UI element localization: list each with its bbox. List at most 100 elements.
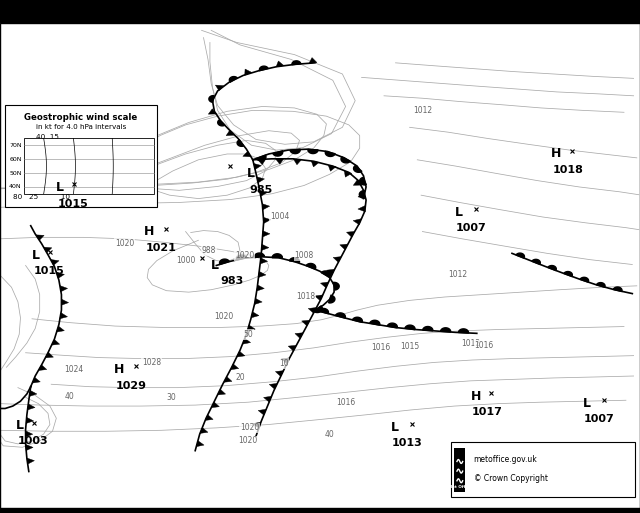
Text: L: L: [32, 249, 40, 262]
Polygon shape: [405, 325, 415, 330]
Polygon shape: [211, 402, 220, 408]
Text: 1020: 1020: [214, 312, 234, 321]
Polygon shape: [422, 326, 433, 331]
Polygon shape: [301, 320, 310, 326]
Polygon shape: [309, 57, 317, 64]
Text: 1012: 1012: [448, 270, 467, 279]
Text: L: L: [56, 182, 64, 194]
Polygon shape: [229, 76, 237, 82]
Polygon shape: [45, 352, 53, 358]
Polygon shape: [252, 312, 259, 318]
Text: 1008: 1008: [294, 251, 314, 260]
Polygon shape: [440, 328, 451, 332]
Text: 988: 988: [202, 246, 216, 255]
Text: metoffice.gov.uk: metoffice.gov.uk: [474, 456, 538, 464]
Polygon shape: [360, 177, 366, 185]
Polygon shape: [61, 299, 68, 305]
Polygon shape: [328, 165, 336, 171]
Text: L: L: [454, 206, 462, 219]
Polygon shape: [36, 235, 44, 241]
Text: 1028: 1028: [142, 358, 161, 367]
Polygon shape: [294, 159, 301, 165]
Text: © Crown Copyright: © Crown Copyright: [474, 473, 548, 483]
Text: H: H: [550, 147, 561, 161]
Polygon shape: [38, 365, 47, 370]
Polygon shape: [260, 190, 268, 196]
Text: Geostrophic wind scale: Geostrophic wind scale: [24, 113, 138, 122]
Polygon shape: [333, 256, 341, 262]
Text: 80   25          10: 80 25 10: [13, 193, 70, 200]
Polygon shape: [218, 389, 225, 395]
Polygon shape: [260, 258, 268, 264]
Polygon shape: [60, 313, 67, 319]
Text: 1004: 1004: [270, 212, 289, 222]
Text: 1018: 1018: [552, 165, 583, 175]
Polygon shape: [321, 271, 330, 277]
Polygon shape: [353, 317, 362, 322]
Text: 10: 10: [278, 359, 289, 368]
Text: 40: 40: [64, 392, 74, 401]
Polygon shape: [262, 244, 269, 250]
Polygon shape: [276, 61, 284, 67]
Text: 1020: 1020: [235, 251, 254, 260]
Polygon shape: [295, 333, 303, 339]
Text: Met Office: Met Office: [448, 485, 472, 489]
Text: L: L: [246, 167, 255, 180]
Polygon shape: [319, 308, 328, 313]
Polygon shape: [220, 259, 229, 264]
Polygon shape: [292, 61, 301, 65]
Polygon shape: [580, 278, 589, 282]
Text: 1007: 1007: [456, 223, 486, 233]
Polygon shape: [237, 351, 245, 357]
Polygon shape: [254, 253, 264, 258]
Text: 985: 985: [250, 185, 273, 195]
Polygon shape: [308, 149, 318, 153]
Polygon shape: [253, 422, 261, 428]
Polygon shape: [346, 231, 355, 237]
Polygon shape: [26, 444, 33, 450]
Polygon shape: [244, 69, 252, 75]
Polygon shape: [344, 171, 352, 177]
Text: 40N: 40N: [9, 184, 22, 189]
Polygon shape: [56, 272, 65, 279]
Polygon shape: [564, 271, 572, 277]
Text: H: H: [144, 225, 154, 238]
Polygon shape: [218, 120, 225, 126]
Text: 1029: 1029: [115, 381, 146, 391]
Polygon shape: [532, 260, 540, 264]
Polygon shape: [32, 377, 40, 383]
Polygon shape: [273, 151, 283, 156]
Polygon shape: [326, 269, 335, 275]
Text: 1020: 1020: [238, 437, 257, 445]
Polygon shape: [325, 151, 335, 156]
Polygon shape: [370, 320, 380, 325]
Polygon shape: [290, 149, 300, 153]
Polygon shape: [258, 159, 266, 165]
Text: H: H: [114, 363, 124, 376]
Polygon shape: [56, 326, 65, 332]
Bar: [454, 448, 465, 492]
Text: 1015: 1015: [58, 199, 88, 209]
Polygon shape: [253, 164, 261, 169]
Text: 1020: 1020: [115, 239, 134, 248]
Polygon shape: [387, 323, 397, 328]
Polygon shape: [248, 325, 255, 331]
Polygon shape: [314, 306, 323, 312]
Polygon shape: [282, 358, 290, 364]
Polygon shape: [263, 217, 271, 223]
Polygon shape: [263, 231, 270, 237]
Polygon shape: [341, 157, 351, 163]
Text: 50: 50: [243, 330, 253, 339]
Polygon shape: [358, 206, 365, 212]
Polygon shape: [596, 283, 605, 287]
Polygon shape: [51, 260, 59, 265]
Text: 1021: 1021: [146, 243, 177, 252]
Text: 1012: 1012: [461, 339, 480, 347]
Polygon shape: [262, 204, 269, 210]
Text: 1016: 1016: [474, 341, 493, 350]
Polygon shape: [230, 364, 239, 370]
Polygon shape: [257, 285, 264, 291]
Text: 30: 30: [166, 393, 177, 402]
Text: H: H: [470, 390, 481, 403]
Polygon shape: [353, 219, 361, 225]
